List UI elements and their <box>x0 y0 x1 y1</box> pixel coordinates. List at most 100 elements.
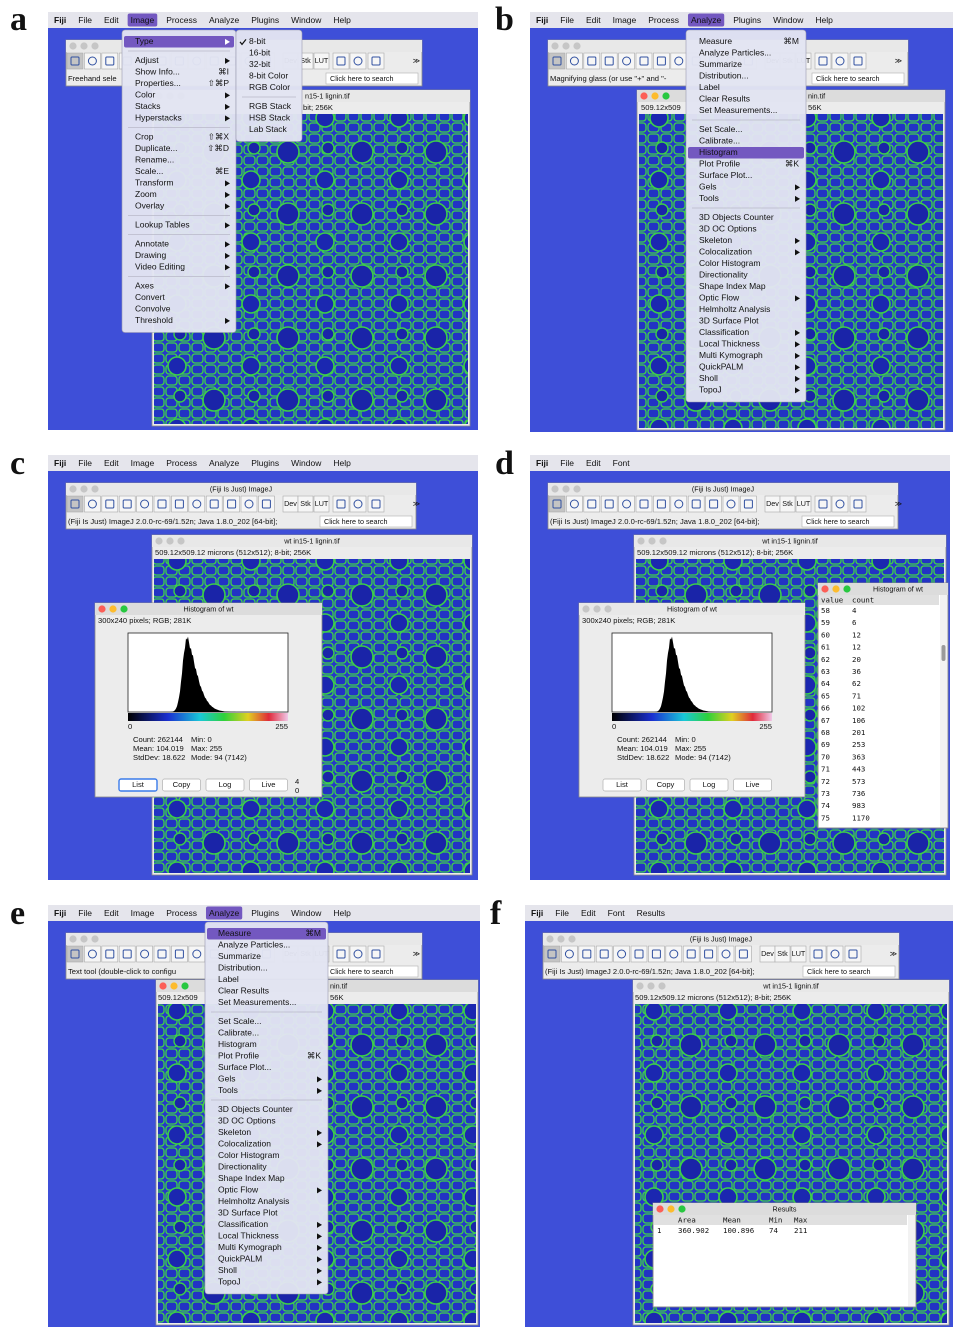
menubar-item[interactable]: Image <box>613 15 637 25</box>
button-label[interactable]: List <box>616 780 629 789</box>
tool-button[interactable] <box>653 496 669 512</box>
window-control[interactable] <box>91 485 98 492</box>
tool-button-label[interactable]: ≫ <box>413 949 421 958</box>
menubar-item[interactable]: Results <box>637 908 665 918</box>
tool-button[interactable] <box>368 946 384 962</box>
tool-button[interactable] <box>544 946 560 962</box>
window-control[interactable] <box>656 1205 663 1212</box>
tool-button[interactable] <box>189 946 205 962</box>
window-control[interactable] <box>667 1205 674 1212</box>
menubar-item[interactable]: Help <box>333 908 351 918</box>
window-control[interactable] <box>651 92 658 99</box>
menu-item[interactable]: Lab Stack <box>249 124 288 134</box>
window-control[interactable] <box>648 537 655 544</box>
button-label[interactable]: Copy <box>657 780 675 789</box>
menu-item[interactable]: Label <box>218 974 239 984</box>
menu-item[interactable]: Scale... <box>135 166 163 176</box>
menu-item[interactable]: Gels <box>218 1074 235 1084</box>
button-label[interactable]: Log <box>219 780 232 789</box>
menu-item[interactable]: Distribution... <box>218 963 268 973</box>
menu-item[interactable]: Directionality <box>699 270 748 280</box>
tool-button-label[interactable]: Stk <box>777 949 788 958</box>
menu-item[interactable]: Surface Plot... <box>699 170 752 180</box>
menu-item[interactable]: Calibrate... <box>218 1028 259 1038</box>
tool-button[interactable] <box>333 496 349 512</box>
menubar-item[interactable]: Process <box>166 458 197 468</box>
menu-item[interactable]: Measure <box>218 928 251 938</box>
tool-button[interactable] <box>67 53 83 69</box>
menu-item[interactable]: Color <box>135 90 155 100</box>
menu-item[interactable]: Clear Results <box>699 94 750 104</box>
window-control[interactable] <box>80 485 87 492</box>
menu-item[interactable]: 3D Surface Plot <box>218 1208 278 1218</box>
menu-item[interactable]: Show Info... <box>135 67 180 77</box>
menu-item[interactable]: Plot Profile <box>218 1051 259 1061</box>
menu-item[interactable]: Axes <box>135 281 154 291</box>
tool-button[interactable] <box>815 53 831 69</box>
tool-button[interactable] <box>119 496 135 512</box>
menubar-item[interactable]: Window <box>291 15 322 25</box>
menu-item[interactable]: Helmholtz Analysis <box>218 1196 289 1206</box>
menu-item[interactable]: Lookup Tables <box>135 220 190 230</box>
tool-button[interactable] <box>619 496 635 512</box>
menubar-item[interactable]: Plugins <box>251 458 279 468</box>
tool-button-label[interactable]: LUT <box>315 499 329 508</box>
menu-item[interactable]: Local Thickness <box>699 339 760 349</box>
menu-item[interactable]: Set Measurements... <box>218 997 296 1007</box>
window-control[interactable] <box>832 585 839 592</box>
menubar-item[interactable]: File <box>560 458 574 468</box>
menu-item[interactable]: HSB Stack <box>249 113 291 123</box>
menu-item[interactable]: Zoom <box>135 189 157 199</box>
window-control[interactable] <box>593 605 600 612</box>
tool-button-label[interactable]: ≫ <box>895 499 903 508</box>
menubar-item[interactable]: Fiji <box>54 458 66 468</box>
window-control[interactable] <box>821 585 828 592</box>
tool-button[interactable] <box>596 946 612 962</box>
window-control[interactable] <box>582 605 589 612</box>
menubar-item[interactable]: Font <box>608 908 626 918</box>
menu-item[interactable]: Duplicate... <box>135 143 178 153</box>
menu-item[interactable]: Analyze Particles... <box>699 48 771 58</box>
column-header[interactable]: value <box>821 596 844 605</box>
menu-item[interactable]: Local Thickness <box>218 1231 279 1241</box>
tool-button[interactable] <box>579 946 595 962</box>
button-label[interactable]: Log <box>703 780 716 789</box>
window-control[interactable] <box>647 982 654 989</box>
menubar-item[interactable]: Plugins <box>251 15 279 25</box>
menu-item[interactable]: 3D Objects Counter <box>699 212 774 222</box>
menu-item[interactable]: Shape Index Map <box>699 281 766 291</box>
menu-item[interactable]: 3D OC Options <box>218 1116 276 1126</box>
menubar-item[interactable]: Edit <box>104 908 119 918</box>
menu-item[interactable]: 3D Surface Plot <box>699 316 759 326</box>
menu-item[interactable]: 3D Objects Counter <box>218 1104 293 1114</box>
window-control[interactable] <box>69 485 76 492</box>
tool-button-label[interactable]: Stk <box>300 499 311 508</box>
tool-button-label[interactable]: LUT <box>315 56 329 65</box>
window-control[interactable] <box>120 605 127 612</box>
menu-item[interactable]: Stacks <box>135 101 161 111</box>
window-control[interactable] <box>80 935 87 942</box>
menu-item[interactable]: Colocalization <box>218 1139 271 1149</box>
tool-button-label[interactable]: Dev <box>284 499 297 508</box>
tool-button[interactable] <box>601 496 617 512</box>
menubar-item[interactable]: Image <box>131 908 155 918</box>
menu-item[interactable]: Transform <box>135 178 173 188</box>
tool-button-label[interactable]: ≫ <box>890 949 898 958</box>
tool-button[interactable] <box>636 53 652 69</box>
menu-item[interactable]: 32-bit <box>249 59 271 69</box>
tool-button[interactable] <box>723 496 739 512</box>
tool-button[interactable] <box>850 496 866 512</box>
tool-button[interactable] <box>119 946 135 962</box>
menu-item[interactable]: Helmholtz Analysis <box>699 304 770 314</box>
menubar-item[interactable]: Fiji <box>54 908 66 918</box>
menu-item[interactable]: Set Scale... <box>218 1016 261 1026</box>
menu-item[interactable]: RGB Color <box>249 82 290 92</box>
tool-button[interactable] <box>171 496 187 512</box>
tool-button[interactable] <box>827 946 843 962</box>
menu-item[interactable]: Colocalization <box>699 247 752 257</box>
window-control[interactable] <box>69 935 76 942</box>
tool-button[interactable] <box>84 496 100 512</box>
menubar-item[interactable]: Plugins <box>733 15 761 25</box>
window-control[interactable] <box>662 92 669 99</box>
menu-item[interactable]: Annotate <box>135 239 169 249</box>
